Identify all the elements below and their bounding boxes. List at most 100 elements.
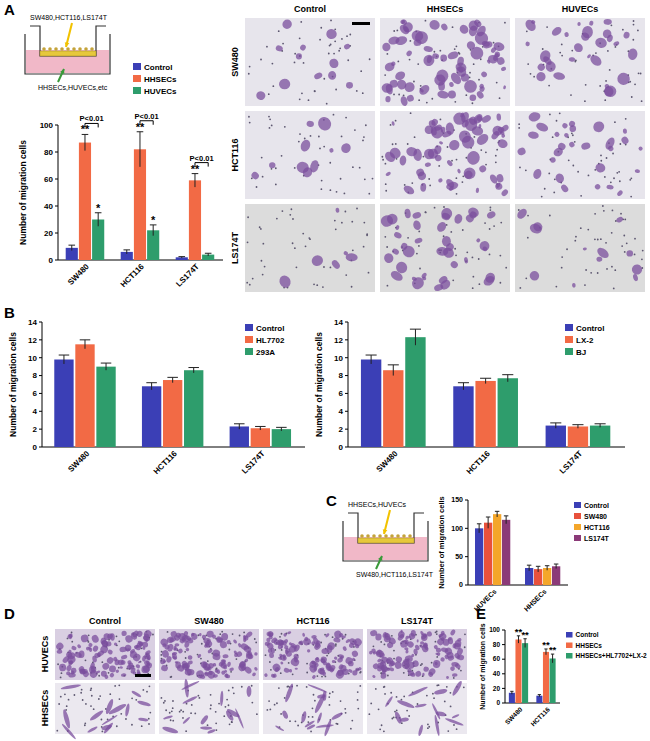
pore (215, 722, 217, 724)
pore (185, 730, 187, 732)
schematic-label: HHSECs,HUVECs (348, 501, 406, 508)
pore (456, 45, 458, 47)
cell (342, 668, 349, 675)
pore (409, 59, 411, 61)
pore (316, 284, 318, 286)
cell (204, 665, 211, 671)
pore (216, 729, 218, 731)
bar (493, 514, 501, 585)
y-tick (502, 688, 505, 689)
pore (265, 654, 267, 656)
cell (431, 703, 441, 720)
pore (464, 646, 466, 648)
pore (357, 708, 359, 710)
pore (185, 657, 187, 659)
arrow (376, 556, 382, 569)
pore (612, 153, 614, 155)
pore (190, 712, 192, 714)
pore (248, 116, 250, 118)
error-bar (137, 132, 144, 167)
cell (380, 672, 387, 679)
cell (113, 656, 118, 662)
legend-label: HUVECs (144, 87, 177, 96)
cell (173, 645, 177, 651)
pore (434, 207, 436, 209)
pore (233, 692, 235, 694)
cell (631, 264, 643, 276)
bar (546, 426, 566, 447)
pore (248, 73, 250, 75)
x-tick-label: HCT116 (119, 262, 147, 290)
cell (423, 45, 433, 53)
cell (163, 660, 167, 663)
cell (532, 168, 543, 180)
pore (230, 671, 232, 673)
cell (104, 674, 109, 679)
micrograph (159, 629, 259, 680)
pore (251, 685, 253, 687)
cell (604, 86, 614, 97)
pore (359, 167, 361, 169)
cell (138, 641, 144, 647)
cell (314, 657, 321, 664)
error-bar (188, 368, 199, 373)
y-tick-label: 100 (451, 525, 463, 532)
cell (220, 662, 228, 670)
pore (333, 53, 335, 55)
pore (306, 663, 308, 665)
pore (184, 651, 186, 653)
pore (210, 708, 212, 710)
bracket (195, 163, 208, 167)
pore (272, 85, 274, 87)
cell (402, 245, 416, 258)
pore (256, 713, 258, 715)
pore (499, 255, 501, 257)
cell (108, 665, 116, 673)
pore (395, 143, 397, 145)
cell (302, 637, 312, 646)
pore (314, 90, 316, 92)
pore (495, 161, 497, 163)
cell (423, 666, 429, 672)
legend-label: LS174T (584, 535, 610, 542)
cell (307, 649, 311, 653)
legend-swatch (574, 502, 581, 508)
panel-label: A (4, 1, 15, 18)
pore (580, 227, 582, 229)
legend-swatch (574, 513, 581, 519)
pore (362, 140, 364, 142)
error-bar (536, 566, 541, 572)
y-axis-label: Number of migration cells (479, 623, 487, 709)
pore (464, 633, 466, 635)
pore (330, 44, 332, 46)
pore (397, 61, 399, 63)
pore (328, 53, 330, 55)
pore (269, 127, 271, 129)
legend-label: SW480 (584, 513, 607, 520)
cell (462, 166, 478, 181)
pore (472, 276, 474, 278)
y-tick (39, 322, 42, 323)
pore (633, 24, 635, 26)
micrograph-bg (263, 629, 363, 680)
y-axis (58, 125, 59, 260)
legend-swatch (566, 632, 573, 638)
error-bar (554, 564, 559, 569)
cell (86, 646, 90, 650)
cell (197, 653, 202, 658)
cell (626, 250, 633, 257)
error-bar (276, 427, 287, 431)
y-tick (39, 375, 42, 376)
pore (401, 699, 403, 701)
pore (426, 695, 428, 697)
cell (582, 26, 594, 39)
legend-label: BJ (576, 348, 586, 357)
cell (67, 633, 74, 640)
pore (170, 676, 172, 678)
pore (549, 114, 551, 116)
y-tick (502, 659, 505, 660)
arrow-head (65, 42, 70, 47)
cell (449, 81, 455, 87)
pore (308, 237, 310, 239)
bar (230, 426, 249, 447)
